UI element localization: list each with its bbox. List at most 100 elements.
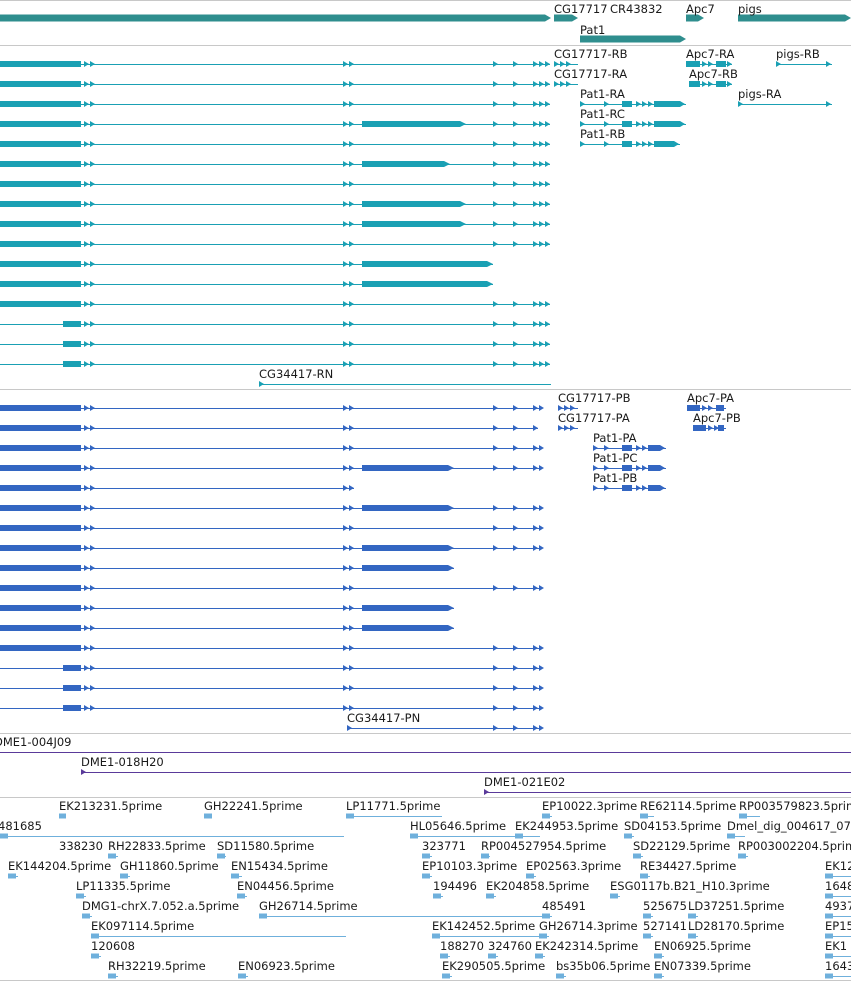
est-label[interactable]: SD11580.5prime: [217, 839, 314, 853]
transcript-label[interactable]: pigs-RA: [738, 87, 781, 101]
est-label[interactable]: RE34427.5prime: [640, 859, 736, 873]
est-label[interactable]: RP003579823.5prime: [739, 799, 851, 813]
est-label[interactable]: EK142452.5prime: [432, 919, 535, 933]
transcript-label[interactable]: CG17717-RB: [554, 47, 628, 61]
clone-label[interactable]: DME1-004J09: [0, 735, 72, 749]
exon-arrow: [90, 565, 95, 571]
est-label[interactable]: EK213231.5prime: [59, 799, 162, 813]
protein-label[interactable]: Pat1-PA: [593, 431, 637, 445]
exon-block: [432, 933, 440, 939]
est-label[interactable]: EN04456.5prime: [237, 879, 334, 893]
exon-arrow: [84, 281, 89, 287]
est-label[interactable]: 1643: [825, 959, 851, 973]
clone-label[interactable]: DME1-021E02: [484, 775, 565, 789]
protein-label[interactable]: CG34417-PN: [347, 711, 420, 725]
est-label[interactable]: 323771: [422, 839, 466, 853]
est-label[interactable]: DMG1-chrX.7.052.a.5prime: [82, 899, 239, 913]
est-label[interactable]: bs35b06.5prime: [556, 959, 650, 973]
protein-label[interactable]: Pat1-PC: [593, 451, 637, 465]
est-label[interactable]: 481685: [0, 819, 42, 833]
protein-label[interactable]: Apc7-PB: [693, 411, 741, 425]
transcript-label[interactable]: Pat1-RB: [580, 127, 625, 141]
gene-label-pigs[interactable]: pigs: [738, 2, 762, 16]
est-label[interactable]: RE62114.5prime: [640, 799, 736, 813]
exon-block: [622, 141, 632, 147]
transcript-label[interactable]: pigs-RB: [776, 47, 820, 61]
est-label[interactable]: Dmel_dig_004617_07: [727, 819, 851, 833]
est-label[interactable]: GH11860.5prime: [120, 859, 219, 873]
clone-label[interactable]: DME1-018H20: [81, 755, 164, 769]
est-label[interactable]: EK242314.5prime: [535, 939, 638, 953]
est-label[interactable]: 1648: [825, 879, 851, 893]
exon-arrow: [513, 141, 518, 147]
transcript-label[interactable]: CG17717-RA: [554, 67, 627, 81]
protein-label[interactable]: Apc7-PA: [687, 391, 734, 405]
est-label[interactable]: 338230: [59, 839, 103, 853]
est-label[interactable]: 188270: [440, 939, 484, 953]
est-label[interactable]: 4937: [825, 899, 851, 913]
est-label[interactable]: LP11335.5prime: [76, 879, 170, 893]
est-label[interactable]: GH26714.5prime: [259, 899, 358, 913]
est-label[interactable]: 525675: [643, 899, 687, 913]
est-label[interactable]: GH22241.5prime: [204, 799, 303, 813]
gene-track[interactable]: [0, 14, 851, 43]
est-label[interactable]: EN15434.5prime: [231, 859, 328, 873]
est-label[interactable]: 194496: [433, 879, 477, 893]
est-label[interactable]: 120608: [91, 939, 135, 953]
clone-track[interactable]: [0, 752, 851, 796]
est-label[interactable]: LP11771.5prime: [346, 799, 440, 813]
est-label[interactable]: EP10022.3prime: [542, 799, 637, 813]
est-label[interactable]: HL05646.5prime: [410, 819, 506, 833]
transcript-label[interactable]: Apc7-RB: [689, 67, 738, 81]
exon-block: [622, 465, 632, 471]
est-label[interactable]: GH26714.3prime: [539, 919, 638, 933]
exon-arrow: [349, 605, 354, 611]
transcript-track[interactable]: [0, 61, 832, 387]
exon-arrow: [533, 525, 538, 531]
est-label[interactable]: EK12: [825, 859, 851, 873]
est-label[interactable]: EP02563.3prime: [526, 859, 621, 873]
exon-arrow: [343, 181, 348, 187]
est-label[interactable]: EN06925.5prime: [654, 939, 751, 953]
est-label[interactable]: SD04153.5prime: [624, 819, 721, 833]
est-label[interactable]: EK204858.5prime: [486, 879, 589, 893]
est-label[interactable]: 527141: [643, 919, 687, 933]
transcript-label[interactable]: Pat1-RA: [580, 87, 625, 101]
est-label[interactable]: RH32219.5prime: [108, 959, 206, 973]
est-label[interactable]: RH22833.5prime: [108, 839, 206, 853]
est-label[interactable]: LD28170.5prime: [688, 919, 784, 933]
est-label[interactable]: SD22129.5prime: [633, 839, 730, 853]
est-label[interactable]: ESG0117b.B21_H10.3prime: [610, 879, 770, 893]
est-label[interactable]: EP15: [825, 919, 851, 933]
transcript-label[interactable]: Pat1-RC: [580, 107, 625, 121]
exon-block: [63, 665, 81, 671]
protein-track[interactable]: [0, 405, 726, 731]
gene-label-pat1[interactable]: Pat1: [580, 23, 605, 37]
exon-arrow: [533, 121, 538, 127]
est-label[interactable]: EN07339.5prime: [654, 959, 751, 973]
gene-label-apc7[interactable]: Apc7: [686, 2, 715, 16]
est-label[interactable]: EK244953.5prime: [515, 819, 618, 833]
est-label[interactable]: RP004527954.5prime: [481, 839, 606, 853]
est-label[interactable]: EK097114.5prime: [91, 919, 194, 933]
protein-label[interactable]: CG17717-PB: [558, 391, 631, 405]
est-track[interactable]: [0, 813, 851, 979]
transcript-label[interactable]: Apc7-RA: [686, 47, 734, 61]
est-label[interactable]: EK290505.5prime: [442, 959, 545, 973]
exon-arrow: [533, 161, 538, 167]
gene-label-cg17717[interactable]: CG17717: [554, 2, 608, 16]
transcript-label[interactable]: CG34417-RN: [259, 367, 333, 381]
protein-label[interactable]: CG17717-PA: [558, 411, 630, 425]
est-label[interactable]: EK1: [825, 939, 847, 953]
protein-label[interactable]: Pat1-PB: [593, 471, 637, 485]
est-label[interactable]: LD37251.5prime: [688, 899, 784, 913]
est-label[interactable]: EP10103.3prime: [422, 859, 517, 873]
est-label[interactable]: 485491: [542, 899, 586, 913]
gene-label-cr43832[interactable]: CR43832: [610, 2, 663, 16]
est-label[interactable]: EN06923.5prime: [238, 959, 335, 973]
est-label[interactable]: RP003002204.5prime: [738, 839, 851, 853]
est-label[interactable]: EK144204.5prime: [8, 859, 111, 873]
est-label[interactable]: 324760: [488, 939, 532, 953]
